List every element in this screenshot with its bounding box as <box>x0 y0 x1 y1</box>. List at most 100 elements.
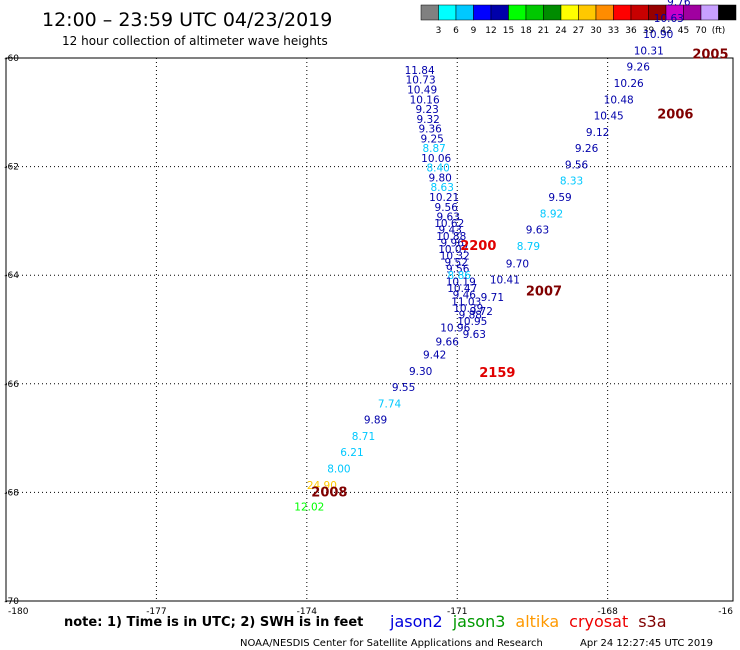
wave-height-label: 9.66 <box>436 336 460 348</box>
wave-height-label: 9.36 <box>418 124 442 136</box>
legend-swatch <box>525 4 544 21</box>
wave-height-label: 10.07 <box>438 244 468 256</box>
wave-height-label: 11.03 <box>451 296 481 308</box>
wave-height-label: 12.02 <box>294 502 324 514</box>
wave-height-label: 7.74 <box>378 398 402 410</box>
legend-label: 36 <box>625 26 637 36</box>
y-tick-label: -64 <box>4 271 19 281</box>
legend-swatch <box>560 4 579 21</box>
color-legend <box>420 4 737 21</box>
wave-height-labels: 11.8410.7310.4910.169.239.329.369.258.87… <box>294 0 691 514</box>
wave-height-label: 24.90 <box>307 480 337 492</box>
legend-swatch <box>420 4 439 21</box>
legend-label: 9 <box>471 26 477 36</box>
wave-height-label: 9.32 <box>416 114 439 126</box>
satellite-legend: jason2 jason3 altika cryosat s3a <box>389 612 667 631</box>
time-label: 2007 <box>526 284 562 299</box>
color-legend-labels: 3 6 9 12 15 18 21 24 27 30 33 36 39 42 45 70 (ft) <box>436 26 726 36</box>
time-label: 2006 <box>657 107 693 122</box>
satellite-s3a: s3a <box>638 612 666 631</box>
wave-height-label: 10.90 <box>643 29 673 41</box>
wave-height-label: 8.33 <box>560 176 583 188</box>
x-axis-ticks: -180 -177 -174 -171 -168 -16 <box>8 607 733 617</box>
wave-height-label: 9.23 <box>415 104 438 116</box>
wave-height-label: 10.73 <box>406 75 436 87</box>
legend-label: 30 <box>590 26 602 36</box>
legend-label: 24 <box>555 26 567 36</box>
wave-height-label: 9.26 <box>575 143 599 155</box>
legend-swatch <box>490 4 509 21</box>
y-tick-label: -66 <box>4 380 19 390</box>
wave-height-label: 9.63 <box>463 329 486 341</box>
wave-height-label: 8.87 <box>422 143 445 155</box>
wave-height-label: 9.25 <box>420 133 443 145</box>
wave-height-label: 8.00 <box>327 464 350 476</box>
y-tick-label: -60 <box>4 54 19 64</box>
legend-label: 42 <box>660 26 671 36</box>
legend-label: 70 <box>695 26 707 36</box>
legend-label: 33 <box>608 26 619 36</box>
wave-height-label: 10.95 <box>457 316 487 328</box>
satellite-jason2: jason2 <box>389 612 443 631</box>
wave-height-label: 9.70 <box>506 258 529 270</box>
satellite-jason3: jason3 <box>452 612 506 631</box>
legend-label: 39 <box>643 26 655 36</box>
wave-height-label: 10.16 <box>410 94 440 106</box>
wave-height-label: 9.56 <box>435 202 459 214</box>
footer-credit: NOAA/NESDIS Center for Satellite Applica… <box>240 638 543 649</box>
grid-lines <box>6 58 733 601</box>
legend-label: 21 <box>538 26 549 36</box>
wave-height-label: 9.52 <box>445 257 468 269</box>
wave-height-label: 8.40 <box>426 163 449 175</box>
legend-swatch <box>438 4 457 21</box>
x-tick-label: -171 <box>447 607 467 617</box>
wave-height-label: 9.63 <box>526 225 549 237</box>
wave-height-label: 9.59 <box>548 192 571 204</box>
chart-title: 12:00 – 23:59 UTC 04/23/2019 <box>42 9 332 31</box>
wave-height-label: 10.63 <box>654 13 684 25</box>
footer-timestamp: Apr 24 12:27:45 UTC 2019 <box>580 638 713 649</box>
wave-height-label: 10.19 <box>446 277 476 289</box>
wave-height-label: 10.32 <box>440 251 470 263</box>
time-label: 2159 <box>479 366 515 381</box>
time-label: 2008 <box>311 485 347 500</box>
y-tick-label: -68 <box>4 488 19 498</box>
wave-height-label: 9.72 <box>470 306 493 318</box>
y-tick-label: -70 <box>4 597 19 607</box>
wave-height-label: 10.41 <box>490 275 520 287</box>
wave-height-label: 9.42 <box>423 349 446 361</box>
wave-height-label: 8.92 <box>540 208 563 220</box>
wave-height-label: 10.39 <box>453 303 483 315</box>
wave-height-label: 9.76 <box>667 0 691 9</box>
wave-height-label: 10.49 <box>407 84 437 96</box>
wave-height-label: 9.30 <box>409 366 432 378</box>
wave-height-label: 10.06 <box>421 153 451 165</box>
chart-subtitle: 12 hour collection of altimeter wave hei… <box>62 34 328 48</box>
legend-label: 45 <box>678 26 689 36</box>
wave-height-label: 9.56 <box>446 264 470 276</box>
wave-height-label: 10.88 <box>436 231 466 243</box>
wave-height-label: 10.45 <box>594 111 624 123</box>
wave-height-label: 9.80 <box>428 172 451 184</box>
legend-swatch <box>630 4 649 21</box>
wave-height-label: 9.63 <box>437 212 460 224</box>
x-tick-label: -16 <box>718 607 733 617</box>
legend-swatch <box>508 4 527 21</box>
wave-height-label: 9.12 <box>586 127 609 139</box>
wave-height-label: 10.21 <box>429 192 459 204</box>
legend-swatch <box>578 4 597 21</box>
wave-height-label: 10.26 <box>614 78 644 90</box>
wave-height-label: 11.84 <box>405 65 435 77</box>
time-label: 2005 <box>692 48 728 63</box>
plot-frame <box>5 57 734 602</box>
legend-label: 3 <box>436 26 442 36</box>
wave-height-label: 9.71 <box>481 292 504 304</box>
wave-height-label: 9.26 <box>627 62 651 74</box>
wave-height-label: 9.96 <box>441 238 465 250</box>
wave-height-label: 9.89 <box>364 415 387 427</box>
wave-height-label: 9.55 <box>392 382 415 394</box>
wave-height-label: 10.62 <box>434 218 464 230</box>
x-tick-label: -168 <box>597 607 618 617</box>
legend-swatch <box>700 4 719 21</box>
